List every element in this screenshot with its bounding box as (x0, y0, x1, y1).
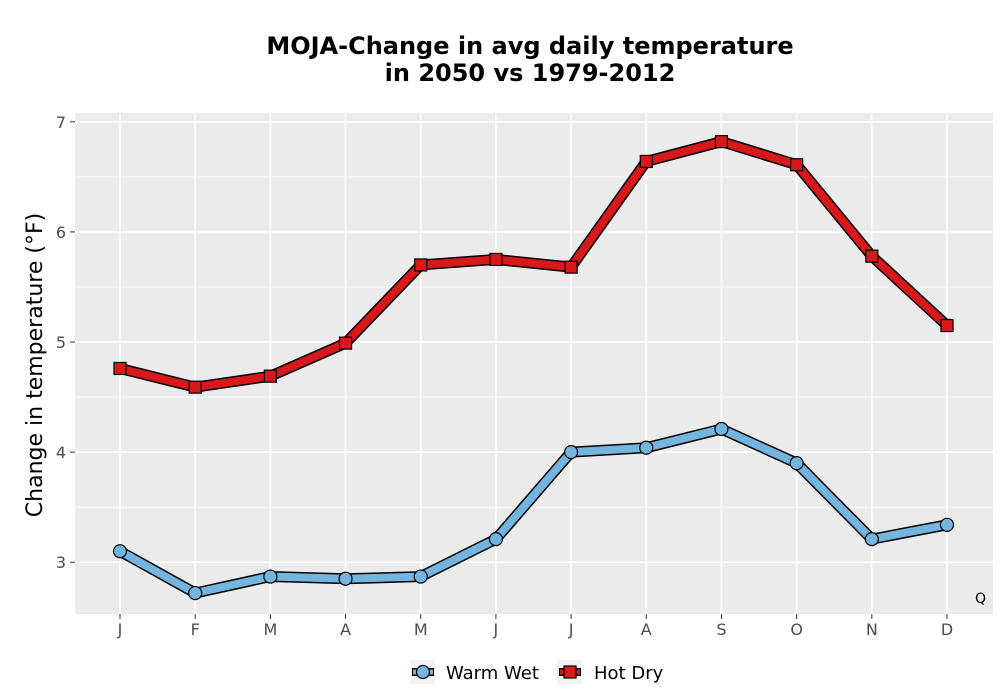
legend-key-marker (563, 665, 577, 679)
data-point (790, 158, 804, 172)
data-point (263, 369, 277, 383)
data-point (188, 585, 203, 601)
y-tick-label: 3 (56, 553, 66, 572)
chart-title-line-1: MOJA-Change in avg daily temperature (266, 32, 793, 60)
data-point (413, 569, 428, 584)
data-point (865, 249, 879, 263)
data-point (864, 532, 879, 547)
plot-panel (75, 113, 993, 614)
x-tick-label: J (117, 620, 123, 639)
data-point (414, 258, 428, 272)
x-tick-label: O (790, 620, 803, 639)
data-point (564, 260, 578, 274)
data-point (563, 445, 579, 460)
data-point (714, 135, 729, 149)
data-point (263, 569, 278, 584)
series-layer (112, 135, 955, 601)
x-tick-label: D (941, 620, 953, 639)
chart-title-line-2: in 2050 vs 1979-2012 (385, 59, 676, 87)
y-tick-label: 7 (56, 113, 66, 132)
data-point (338, 571, 353, 586)
legend-item: Warm Wet (411, 660, 539, 684)
data-point (639, 154, 653, 169)
y-axis-title: Change in temperature (°F) (23, 213, 48, 517)
legend: Warm Wet Hot Dry (411, 660, 664, 684)
series-line (118, 424, 948, 598)
data-point (338, 336, 353, 350)
y-tick-label: 5 (56, 333, 66, 352)
grid-lines (75, 113, 993, 614)
series-line (119, 137, 950, 392)
x-tick-label: M (263, 620, 277, 639)
data-point (789, 456, 804, 471)
data-point (939, 517, 955, 532)
series-warm-wet (112, 421, 955, 601)
x-tick-label: J (493, 620, 499, 639)
y-tick-label: 4 (56, 443, 66, 462)
legend-item: Hot Dry (558, 660, 664, 684)
y-axis-ticks: 3 4 5 6 7 (56, 113, 75, 572)
corner-annotation: Q (975, 591, 986, 607)
x-tick-label: N (866, 620, 878, 639)
x-tick-label: S (716, 620, 726, 639)
legend-label: Hot Dry (594, 663, 664, 684)
x-tick-label: J (568, 620, 574, 639)
data-point (488, 532, 504, 547)
x-tick-label: F (191, 620, 200, 639)
x-tick-label: A (641, 620, 652, 639)
data-point (489, 252, 503, 267)
x-tick-label: A (340, 620, 351, 639)
data-point (112, 544, 128, 559)
data-point (714, 421, 729, 437)
series-hot-dry (113, 135, 954, 394)
y-tick-label: 6 (56, 223, 66, 242)
data-point (113, 361, 127, 376)
x-tick-label: M (414, 620, 428, 639)
data-point (940, 318, 954, 333)
data-point (639, 440, 654, 455)
legend-key-marker (415, 664, 431, 680)
legend-label: Warm Wet (446, 663, 539, 684)
data-point (188, 380, 202, 394)
